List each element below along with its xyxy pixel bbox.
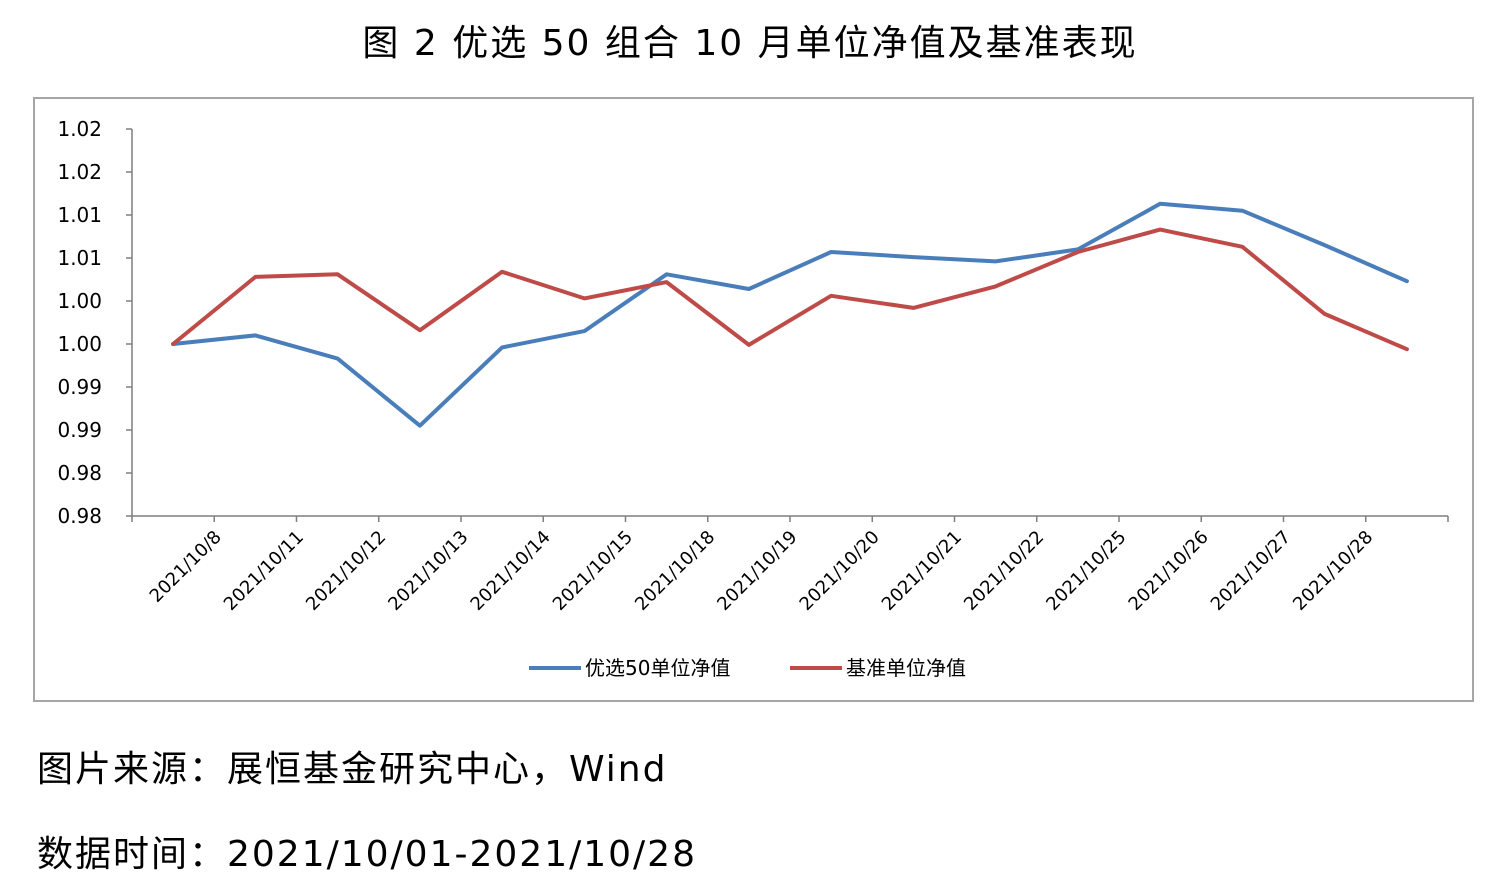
x-tick-label: 2021/10/8 <box>146 527 226 607</box>
x-tick-label: 2021/10/21 <box>878 527 966 615</box>
series-layer <box>171 201 1409 428</box>
x-axis: 2021/10/82021/10/112021/10/122021/10/132… <box>131 515 1449 615</box>
series-line-2 <box>171 227 1409 352</box>
legend-label-1: 优选50单位净值 <box>585 656 730 680</box>
y-tick-label: 1.00 <box>57 289 102 313</box>
y-tick-label: 1.02 <box>57 117 102 141</box>
x-tick-label: 2021/10/13 <box>384 527 472 615</box>
legend-label-2: 基准单位净值 <box>846 656 966 680</box>
y-tick-label: 0.99 <box>57 375 102 399</box>
x-tick-label: 2021/10/15 <box>549 527 637 615</box>
x-tick-label: 2021/10/28 <box>1289 527 1377 615</box>
x-tick-label: 2021/10/27 <box>1207 527 1295 615</box>
y-tick-label: 1.00 <box>57 332 102 356</box>
data-period-note: 数据时间：2021/10/01-2021/10/28 <box>37 834 697 875</box>
y-tick-label: 1.01 <box>57 246 102 270</box>
x-tick-label: 2021/10/22 <box>960 527 1048 615</box>
x-tick-label: 2021/10/20 <box>796 527 884 615</box>
line-chart: 0.98 0.98 0.99 0.99 1.00 1.00 1.01 1.01 1.02 1.02… <box>57 117 1449 680</box>
source-note: 图片来源：展恒基金研究中心，Wind <box>37 749 668 790</box>
chart-title: 图 2 优选 50 组合 10 月单位净值及基准表现 <box>362 23 1138 64</box>
legend: 优选50单位净值 基准单位净值 <box>529 656 966 680</box>
chart-frame: 0.98 0.98 0.99 0.99 1.00 1.00 1.01 1.01 1.02 1.02… <box>33 97 1474 702</box>
y-tick-label: 0.98 <box>57 461 102 485</box>
y-tick-label: 0.99 <box>57 418 102 442</box>
x-tick-label: 2021/10/26 <box>1125 527 1213 615</box>
x-tick-label: 2021/10/25 <box>1042 527 1130 615</box>
x-tick-label: 2021/10/19 <box>713 527 801 615</box>
y-tick-label: 1.02 <box>57 160 102 184</box>
x-tick-label: 2021/10/14 <box>467 527 555 615</box>
y-axis: 0.98 0.98 0.99 0.99 1.00 1.00 1.01 1.01 1.02 1.02 <box>57 117 133 528</box>
y-tick-label: 0.98 <box>57 504 102 528</box>
x-tick-label: 2021/10/18 <box>631 527 719 615</box>
series-line-1 <box>171 201 1409 428</box>
x-tick-label: 2021/10/11 <box>220 527 308 615</box>
x-tick-label: 2021/10/12 <box>302 527 390 615</box>
y-tick-label: 1.01 <box>57 203 102 227</box>
